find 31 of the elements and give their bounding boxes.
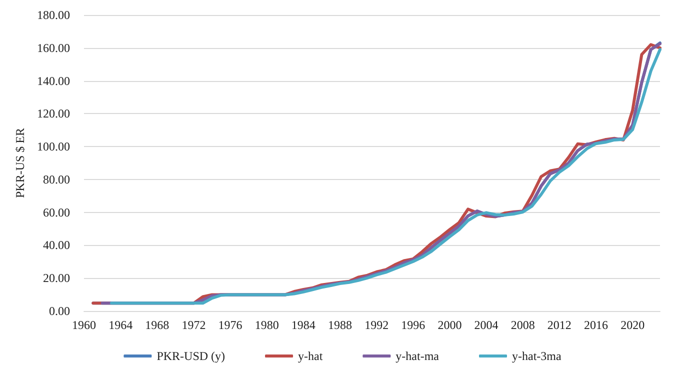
x-tick-label: 1996 xyxy=(401,318,426,332)
y-axis-title: PKR-US $ ER xyxy=(13,128,27,198)
x-tick-label: 2008 xyxy=(510,318,535,332)
y-tick-label: 120.00 xyxy=(37,106,70,121)
x-tick-label: 1976 xyxy=(218,318,242,332)
y-tick-label: 180.00 xyxy=(37,8,70,22)
x-tick-label: 2000 xyxy=(438,318,462,332)
x-tick-label: 1984 xyxy=(291,318,316,332)
x-tick-label: 1960 xyxy=(72,318,96,332)
y-tick-label: 60.00 xyxy=(43,205,70,220)
x-tick-label: 1992 xyxy=(364,318,389,332)
y-tick-label: 0.00 xyxy=(49,304,70,318)
x-tick-label: 1968 xyxy=(145,318,170,332)
legend-label: y-hat-ma xyxy=(396,349,440,363)
y-tick-label: 160.00 xyxy=(37,40,70,55)
x-tick-label: 2020 xyxy=(620,318,645,332)
x-tick-label: 1964 xyxy=(108,318,133,332)
y-tick-label: 140.00 xyxy=(37,74,70,88)
legend-label: y-hat xyxy=(298,349,324,363)
x-tick-label: 1988 xyxy=(328,318,352,332)
x-tick-label: 2004 xyxy=(474,318,498,332)
x-tick-label: 2012 xyxy=(547,318,572,332)
y-tick-label: 20.00 xyxy=(43,271,70,286)
x-tick-label: 1980 xyxy=(254,318,279,332)
y-tick-label: 40.00 xyxy=(43,238,70,252)
x-tick-label: 1972 xyxy=(182,318,206,332)
x-tick-label: 2016 xyxy=(584,318,608,332)
y-tick-label: 100.00 xyxy=(37,140,70,154)
y-tick-label: 80.00 xyxy=(43,172,70,186)
legend-label: PKR-USD (y) xyxy=(156,349,226,363)
legend-label: y-hat-3ma xyxy=(512,349,562,363)
